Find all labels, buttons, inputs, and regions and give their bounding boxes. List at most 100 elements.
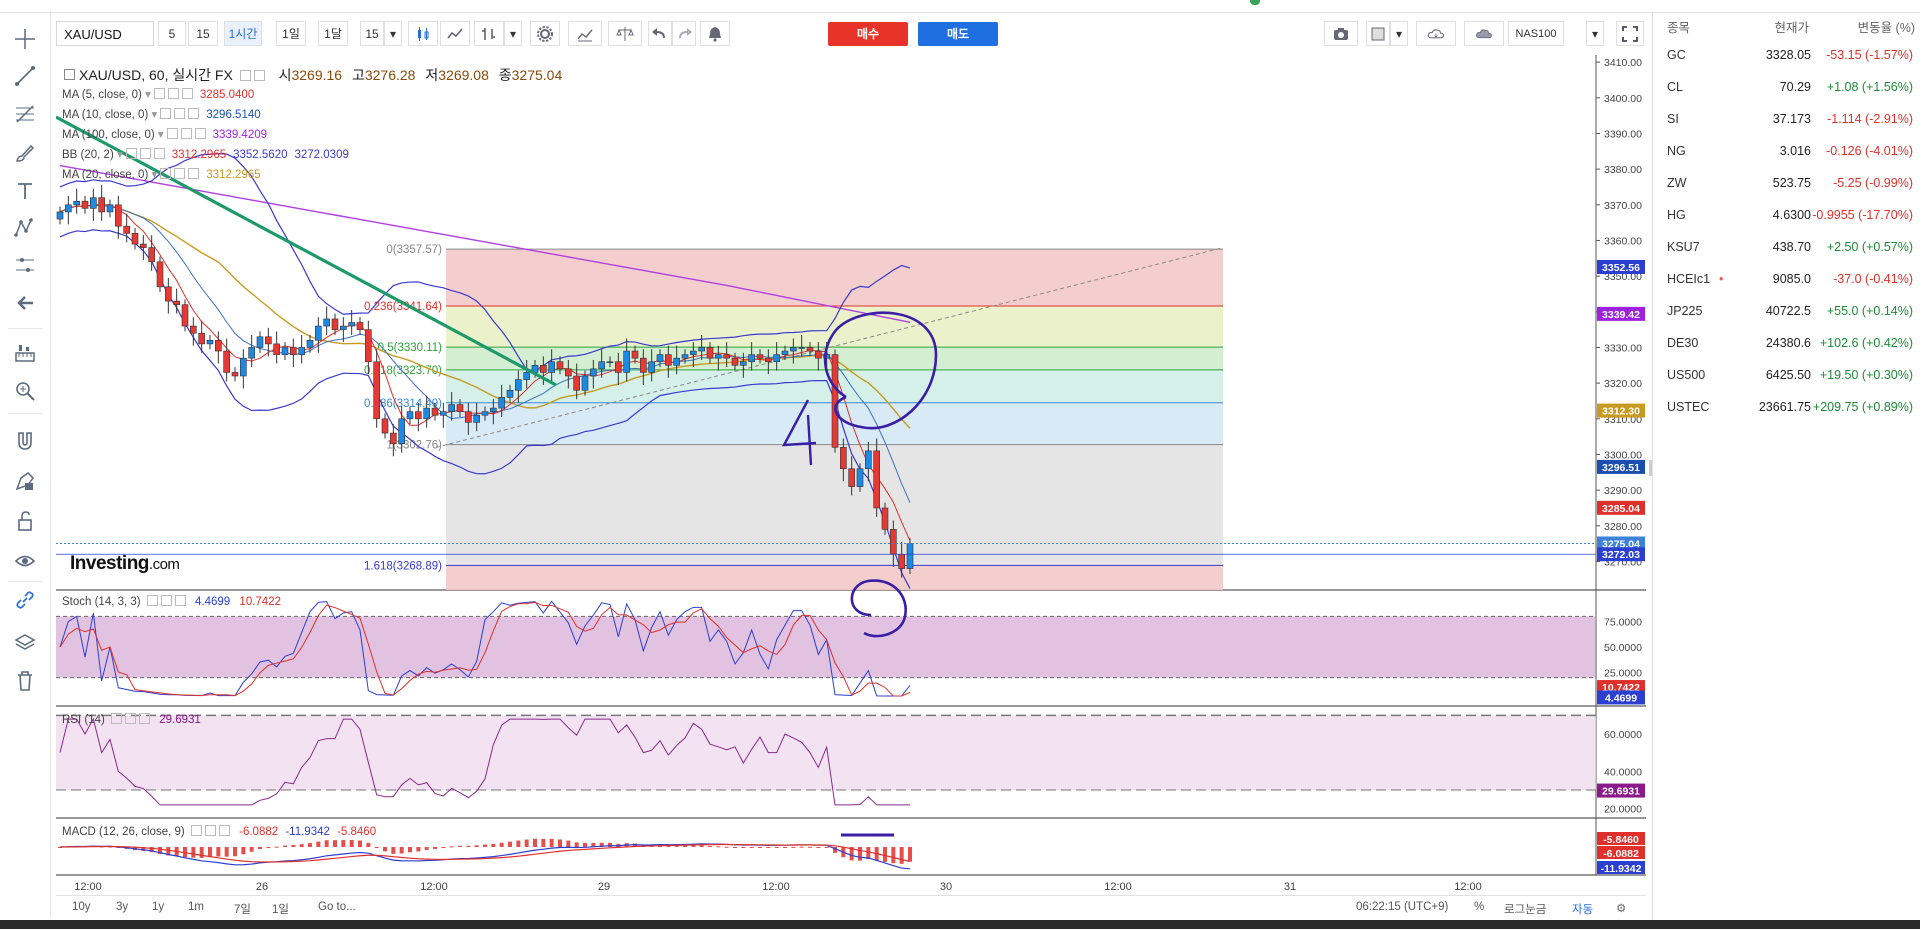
candles-button[interactable] [408, 21, 438, 46]
compare-dropdown[interactable]: ▾ [1586, 21, 1604, 46]
watchlist-row[interactable]: USTEC 23661.75 +209.75 (+0.89%) [1653, 392, 1920, 424]
watchlist-row[interactable]: HG 4.6300 -0.9955 (-17.70%) [1653, 200, 1920, 232]
chevron-down-icon[interactable]: ▾ [148, 169, 158, 181]
price-chart[interactable]: 3410.00 3400.00 3390.00 3380.00 3370.00 3360.… [56, 55, 1646, 895]
pattern-tool[interactable] [12, 215, 38, 241]
study-close-icon[interactable] [188, 168, 200, 179]
gear-icon[interactable]: ⚙ [1616, 903, 1627, 915]
study-settings-icon[interactable] [125, 148, 137, 159]
watchlist-row[interactable]: ZW 523.75 -5.25 (-0.99%) [1653, 168, 1920, 200]
rsi-settings-icon[interactable] [111, 713, 123, 724]
chart-type-dropdown[interactable]: ▾ [504, 21, 522, 46]
study-close-icon[interactable] [153, 148, 165, 159]
fib-tool-tool[interactable] [12, 101, 38, 127]
study-close-icon[interactable] [194, 128, 206, 139]
percent-toggle[interactable]: % [1474, 901, 1485, 913]
magnet-tool[interactable] [12, 428, 38, 454]
panel-resize-handle[interactable] [1649, 460, 1652, 476]
interval-1day[interactable]: 1일 [276, 21, 306, 46]
range-10y[interactable]: 10y [72, 901, 91, 913]
layers-tool[interactable] [12, 630, 38, 656]
legend-settings-icon[interactable] [239, 70, 251, 81]
chart-area[interactable]: 3410.00 3400.00 3390.00 3380.00 3370.00 3360.… [56, 55, 1646, 905]
study-settings-icon[interactable] [153, 88, 165, 99]
layout-button[interactable] [1366, 21, 1390, 46]
stoch-close-icon[interactable] [174, 595, 186, 606]
undo-button[interactable] [648, 21, 672, 46]
measure-tool[interactable] [12, 252, 38, 278]
eye-tool[interactable] [12, 548, 38, 574]
study-lock-icon[interactable] [180, 128, 192, 139]
study-lock-icon[interactable] [167, 88, 179, 99]
compare-button[interactable] [608, 21, 642, 46]
compare-symbol[interactable]: NAS100 [1508, 21, 1564, 46]
settings-button[interactable] [530, 21, 560, 46]
interval-1hour[interactable]: 1시간 [224, 21, 262, 46]
rsi-lock-icon[interactable] [125, 713, 137, 724]
watchlist-row[interactable]: GC 3328.05 -53.15 (-1.57%) [1653, 40, 1920, 72]
range-3y[interactable]: 3y [116, 901, 129, 913]
bar-chart-button[interactable] [474, 21, 504, 46]
study-settings-icon[interactable] [166, 128, 178, 139]
auto-toggle[interactable]: 자동 [1572, 904, 1594, 916]
range-1m[interactable]: 1m [188, 901, 204, 913]
study-lock-icon[interactable] [174, 168, 186, 179]
macd-close-icon[interactable] [218, 825, 230, 836]
fullscreen-button[interactable] [1616, 21, 1644, 46]
line-chart-button[interactable] [440, 21, 470, 46]
macd-settings-icon[interactable] [190, 825, 202, 836]
stoch-lock-icon[interactable] [160, 595, 172, 606]
goto-link[interactable]: Go to... [318, 901, 356, 913]
study-settings-icon[interactable] [160, 108, 172, 119]
alert-button[interactable] [700, 21, 730, 46]
macd-lock-icon[interactable] [204, 825, 216, 836]
study-lock-icon[interactable] [139, 148, 151, 159]
watchlist-row[interactable]: KSU7 438.70 +2.50 (+0.57%) [1653, 232, 1920, 264]
symbol-input[interactable]: XAU/USD [56, 21, 154, 46]
buy-button[interactable]: 매수 [828, 22, 908, 46]
watchlist-row[interactable]: CL 70.29 +1.08 (+1.56%) [1653, 72, 1920, 104]
watchlist-row[interactable]: US500 6425.50 +19.50 (+0.30%) [1653, 360, 1920, 392]
rsi-close-icon[interactable] [139, 713, 151, 724]
redo-button[interactable] [672, 21, 696, 46]
screenshot-button[interactable] [1324, 21, 1358, 46]
save-chart-button[interactable] [1464, 21, 1504, 46]
study-close-icon[interactable] [181, 88, 193, 99]
lock-drawing-tool[interactable] [12, 468, 38, 494]
load-chart-button[interactable] [1416, 21, 1456, 46]
study-lock-icon[interactable] [174, 108, 186, 119]
watchlist-header-price[interactable]: 현재가 [1774, 21, 1809, 35]
sell-button[interactable]: 매도 [918, 22, 998, 46]
interval-1month[interactable]: 1달 [318, 21, 348, 46]
trash-tool[interactable] [12, 668, 38, 694]
watchlist-header-change[interactable]: 변동율 (%) [1857, 21, 1915, 35]
range-7d[interactable]: 7일 [234, 904, 251, 916]
legend-lock-icon[interactable] [253, 70, 265, 81]
interval-custom[interactable]: 15 [360, 21, 384, 46]
interval-dropdown[interactable]: ▾ [384, 21, 402, 46]
link-tool[interactable] [12, 587, 38, 613]
chevron-down-icon[interactable]: ▾ [154, 129, 164, 141]
study-close-icon[interactable] [188, 108, 200, 119]
trendline-tool[interactable] [12, 63, 38, 89]
text-tool[interactable] [12, 178, 38, 204]
unlock-tool[interactable] [12, 508, 38, 534]
log-toggle[interactable]: 로그눈금 [1504, 904, 1547, 916]
stoch-settings-icon[interactable] [146, 595, 158, 606]
watchlist-row[interactable]: JP225 40722.5 +55.0 (+0.14%) [1653, 296, 1920, 328]
indicators-button[interactable] [568, 21, 602, 46]
chevron-down-icon[interactable]: ▾ [141, 89, 151, 101]
watchlist-header-symbol[interactable]: 종목 [1667, 21, 1691, 35]
watchlist-row[interactable]: SI 37.173 -1.114 (-2.91%) [1653, 104, 1920, 136]
chevron-down-icon[interactable]: ▾ [148, 109, 158, 121]
collapse-icon[interactable] [64, 69, 75, 80]
interval-5[interactable]: 5 [158, 21, 186, 46]
range-1d[interactable]: 1일 [272, 904, 289, 916]
back-arrow-tool[interactable] [12, 290, 38, 316]
study-settings-icon[interactable] [160, 168, 172, 179]
watchlist-row[interactable]: NG 3.016 -0.126 (-4.01%) [1653, 136, 1920, 168]
interval-15[interactable]: 15 [188, 21, 218, 46]
crosshair-tool[interactable] [12, 26, 38, 52]
range-1y[interactable]: 1y [152, 901, 165, 913]
zoom-tool[interactable] [12, 378, 38, 404]
